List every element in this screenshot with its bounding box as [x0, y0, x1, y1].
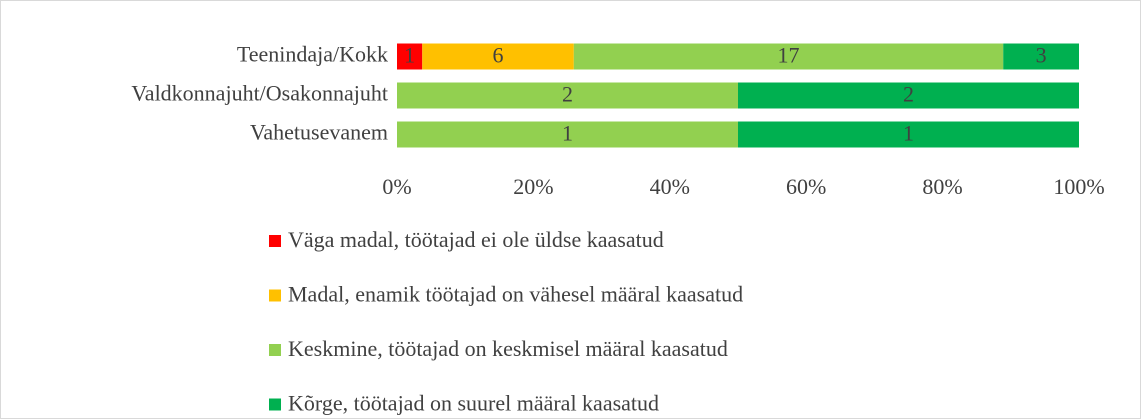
data-label: 1	[404, 43, 415, 68]
data-label: 1	[903, 121, 914, 146]
legend-swatch	[269, 289, 281, 302]
bar-segment	[397, 121, 738, 148]
x-tick-label: 20%	[513, 174, 553, 199]
y-tick-label: Vahetusevanem	[250, 120, 388, 145]
legend-swatch	[269, 235, 281, 247]
x-tick-label: 40%	[650, 174, 690, 199]
legend-label: Madal, enamik töötajad on vähesel määral…	[288, 282, 743, 307]
y-tick-label: Teenindaja/Kokk	[237, 42, 388, 67]
data-label: 2	[903, 82, 914, 107]
x-tick-label: 0%	[382, 174, 411, 199]
data-label: 3	[1036, 43, 1047, 68]
data-label: 1	[562, 121, 573, 146]
legend-swatch	[269, 398, 281, 411]
x-tick-label: 100%	[1053, 174, 1104, 199]
bar-segment	[397, 82, 738, 109]
y-tick-label: Valdkonnajuht/Osakonnajuht	[131, 81, 388, 106]
legend-label: Kõrge, töötajad on suurel määral kaasatu…	[288, 391, 659, 416]
legend-swatch	[269, 344, 281, 356]
legend-label: Keskmine, töötajad on keskmisel määral k…	[288, 336, 728, 361]
bar-segment	[573, 43, 1004, 70]
bar-segment	[738, 121, 1079, 148]
legend-label: Väga madal, töötajad ei ole üldse kaasat…	[288, 227, 664, 252]
bar-segment	[738, 82, 1079, 109]
data-label: 17	[778, 43, 800, 68]
bar-segment	[1003, 43, 1079, 70]
x-tick-label: 60%	[786, 174, 826, 199]
bar-segment	[397, 43, 423, 70]
bar-segment	[422, 43, 574, 70]
x-tick-label: 80%	[922, 174, 962, 199]
data-label: 6	[493, 43, 504, 68]
data-label: 2	[562, 82, 573, 107]
